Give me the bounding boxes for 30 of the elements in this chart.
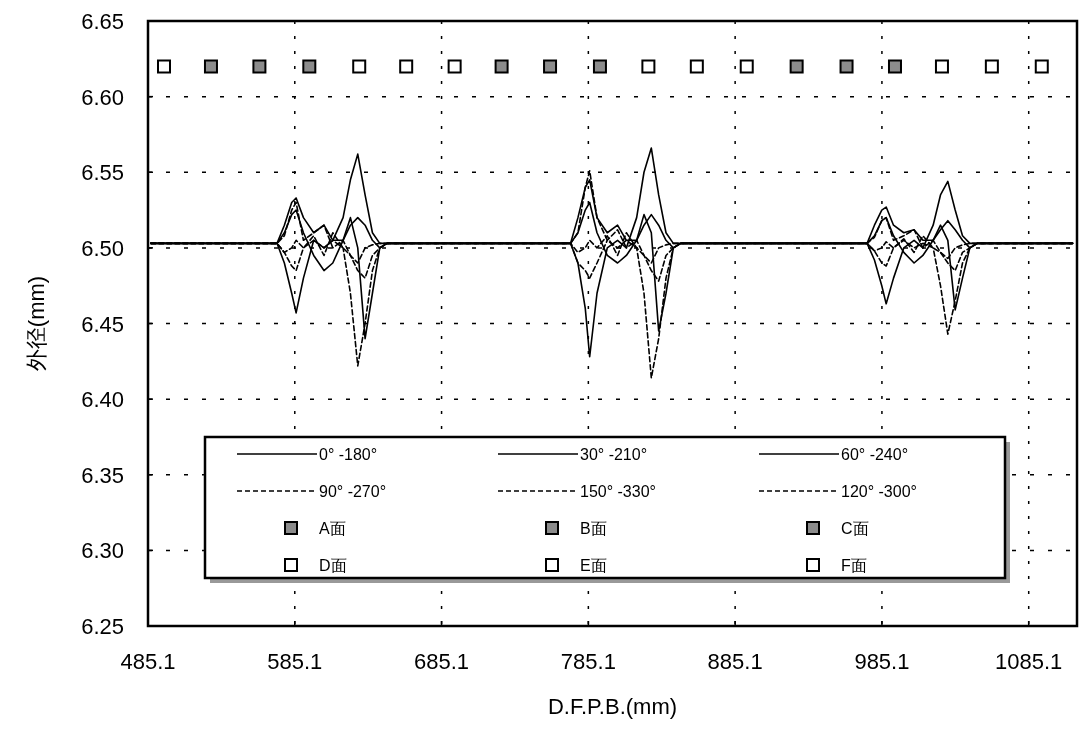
x-tick-label: 985.1	[854, 649, 910, 674]
x-tick-label: 585.1	[267, 649, 323, 674]
y-tick-label: 6.35	[81, 462, 124, 488]
legend-label: 120° -300°	[841, 483, 917, 500]
legend-label: F面	[841, 557, 867, 574]
y-axis-title: 外径(mm)	[24, 275, 49, 372]
legend-label: B面	[580, 520, 607, 537]
x-tick-label: 485.1	[120, 649, 176, 674]
x-tick-label: 785.1	[560, 649, 616, 674]
y-tick-label: 6.45	[81, 311, 124, 337]
legend-label: 30° -210°	[580, 446, 648, 463]
legend-label: 0° -180°	[319, 446, 378, 463]
y-tick-label: 6.25	[81, 614, 124, 639]
legend-label: A面	[319, 520, 346, 537]
y-tick-label: 6.60	[81, 84, 124, 110]
y-tick-label: 6.55	[81, 160, 124, 186]
y-tick-label: 6.30	[81, 538, 124, 564]
x-tick-label: 1085.1	[995, 649, 1063, 674]
legend-label: 90° -270°	[319, 483, 387, 500]
legend-label: 60° -240°	[841, 446, 909, 463]
legend-label: D面	[319, 557, 347, 574]
x-tick-label: 885.1	[707, 649, 763, 674]
x-tick-label: 685.1	[414, 649, 470, 674]
y-tick-label: 6.65	[81, 9, 124, 34]
x-axis-title: D.F.P.B.(mm)	[547, 694, 678, 719]
legend-label: 150° -330°	[580, 483, 656, 500]
legend-label: C面	[841, 520, 869, 537]
legend-label: E面	[580, 557, 607, 574]
y-tick-label: 6.40	[81, 387, 124, 413]
y-tick-label: 6.50	[81, 235, 124, 261]
